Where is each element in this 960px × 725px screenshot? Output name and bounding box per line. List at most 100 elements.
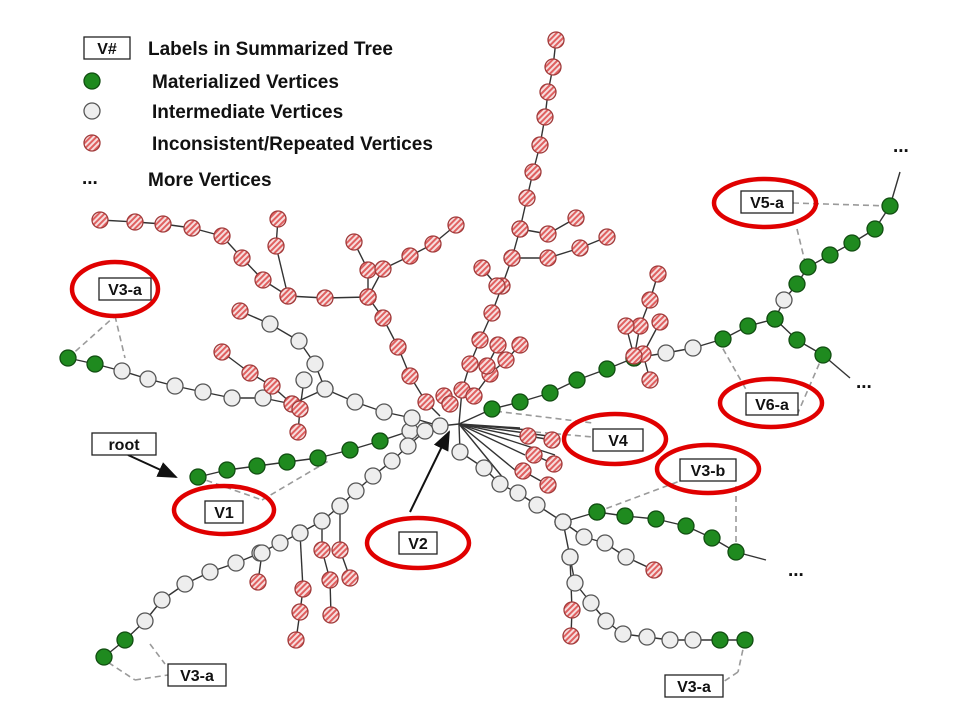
materialized-vertex xyxy=(766,310,784,328)
more-vertices-icon: ... xyxy=(893,136,909,157)
inconsistent-vertex xyxy=(536,108,554,126)
highlight-ring-v3b xyxy=(654,442,762,496)
inconsistent-vertex xyxy=(545,455,563,473)
intermediate-vertex xyxy=(775,291,793,309)
inconsistent-vertex xyxy=(519,427,537,445)
materialized-vertex xyxy=(736,631,754,649)
inconsistent-vertex xyxy=(539,83,557,101)
inconsistent-vertex xyxy=(287,631,305,649)
summary-dashed-link xyxy=(67,315,116,359)
legend-item-inconsistent: Inconsistent/Repeated Vertices xyxy=(83,134,433,155)
materialized-vertex xyxy=(843,234,861,252)
inconsistent-vertex xyxy=(471,331,489,349)
inconsistent-vertex xyxy=(649,265,667,283)
inconsistent-vertex-icon xyxy=(83,134,101,152)
inconsistent-vertex xyxy=(571,239,589,257)
inconsistent-vertex xyxy=(341,569,359,587)
label-v2: V2 xyxy=(398,531,438,555)
intermediate-vertex xyxy=(509,484,527,502)
inconsistent-vertex xyxy=(424,235,442,253)
tree-edge xyxy=(458,423,509,485)
intermediate-vertex xyxy=(661,631,679,649)
intermediate-vertex xyxy=(491,475,509,493)
materialized-vertex xyxy=(866,220,884,238)
label-v5a: V5-a xyxy=(740,190,794,214)
summary-dashed-link xyxy=(792,202,891,207)
inconsistent-vertex xyxy=(374,260,392,278)
summary-dashed-link xyxy=(722,671,739,683)
intermediate-vertex-icon xyxy=(83,102,101,120)
inconsistent-vertex xyxy=(625,347,643,365)
inconsistent-vertex xyxy=(359,288,377,306)
tree-vertices xyxy=(59,31,899,666)
intermediate-vertex xyxy=(201,563,219,581)
materialized-vertex xyxy=(541,384,559,402)
intermediate-vertex xyxy=(347,482,365,500)
highlight-ring-v6a xyxy=(717,376,825,430)
intermediate-vertex xyxy=(254,389,272,407)
materialized-vertex xyxy=(95,648,113,666)
inconsistent-vertex xyxy=(359,261,377,279)
materialized-vertex xyxy=(189,468,207,486)
inconsistent-vertex xyxy=(231,302,249,320)
tree-edge xyxy=(458,423,526,456)
intermediate-vertex xyxy=(617,548,635,566)
legend-text-more: More Vertices xyxy=(148,170,272,191)
inconsistent-vertex xyxy=(241,364,259,382)
intermediate-vertex xyxy=(261,315,279,333)
inconsistent-vertex xyxy=(503,249,521,267)
intermediate-vertex xyxy=(136,612,154,630)
materialized-vertex xyxy=(218,461,236,479)
inconsistent-vertex xyxy=(645,561,663,579)
summary-dashed-link xyxy=(114,315,126,359)
inconsistent-vertex xyxy=(441,395,459,413)
materialized-vertex xyxy=(86,355,104,373)
intermediate-vertex xyxy=(253,544,271,562)
inconsistent-vertex xyxy=(539,225,557,243)
inconsistent-vertex xyxy=(294,580,312,598)
svg-text:V3-a: V3-a xyxy=(180,668,214,685)
intermediate-vertex xyxy=(597,612,615,630)
materialized-vertex xyxy=(278,453,296,471)
inconsistent-vertex xyxy=(562,627,580,645)
svg-text:V3-a: V3-a xyxy=(677,679,711,696)
inconsistent-vertex xyxy=(488,277,506,295)
intermediate-vertex xyxy=(399,437,417,455)
inconsistent-vertex xyxy=(525,446,543,464)
svg-text:V1: V1 xyxy=(214,505,234,522)
materialized-vertex xyxy=(821,246,839,264)
inconsistent-vertex xyxy=(322,606,340,624)
inconsistent-vertex xyxy=(539,476,557,494)
inconsistent-vertex xyxy=(249,573,267,591)
materialized-vertex xyxy=(788,331,806,349)
intermediate-vertex xyxy=(271,534,289,552)
label-v3a-lower-right: V3-a xyxy=(664,674,724,698)
svg-text:V6-a: V6-a xyxy=(755,397,789,414)
intermediate-vertex xyxy=(306,355,324,373)
summary-dashed-link xyxy=(596,480,681,513)
inconsistent-vertex xyxy=(511,220,529,238)
intermediate-vertex xyxy=(331,497,349,515)
inconsistent-vertex xyxy=(531,136,549,154)
more-vertices-icon: ... xyxy=(856,372,872,393)
inconsistent-vertex xyxy=(417,393,435,411)
svg-text:V4: V4 xyxy=(608,433,628,450)
inconsistent-vertex xyxy=(389,338,407,356)
intermediate-vertex xyxy=(403,409,421,427)
summary-dashed-link xyxy=(261,459,331,501)
label-v6a: V6-a xyxy=(745,392,799,416)
inconsistent-vertex xyxy=(617,317,635,335)
intermediate-vertex xyxy=(227,554,245,572)
legend-item-materialized: Materialized Vertices xyxy=(83,72,339,93)
materialized-vertex xyxy=(814,346,832,364)
inconsistent-vertex xyxy=(465,387,483,405)
tree-edge xyxy=(299,532,304,590)
label-root: root xyxy=(91,432,157,456)
legend-text-intermediate: Intermediate Vertices xyxy=(152,102,343,123)
intermediate-vertex xyxy=(166,377,184,395)
inconsistent-vertex xyxy=(267,237,285,255)
intermediate-vertex xyxy=(554,513,572,531)
materialized-vertex xyxy=(799,258,817,276)
inconsistent-vertex xyxy=(291,603,309,621)
intermediate-vertex xyxy=(416,422,434,440)
